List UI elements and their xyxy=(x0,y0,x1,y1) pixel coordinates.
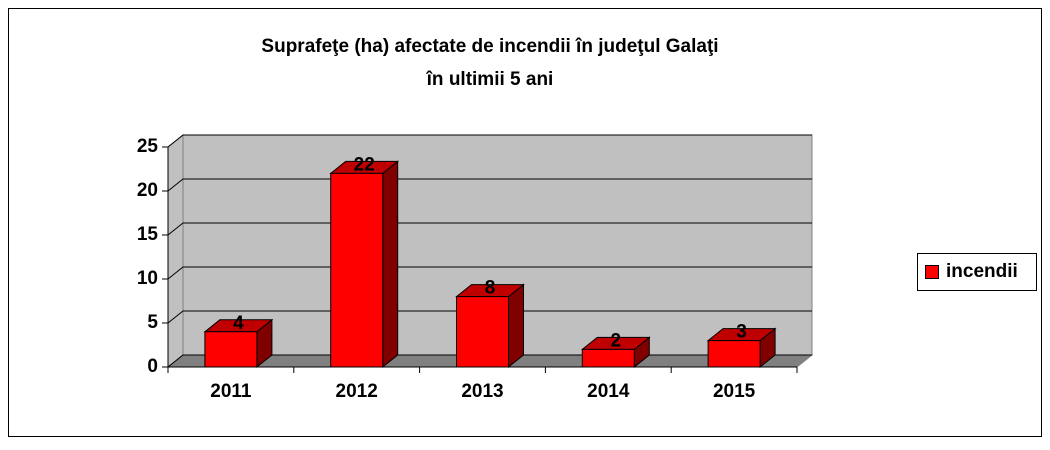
bar xyxy=(706,327,777,369)
bar-front xyxy=(330,172,384,368)
y-tick-label: 0 xyxy=(147,356,158,377)
x-tick-label: 2011 xyxy=(210,381,252,402)
bar-front xyxy=(204,331,258,368)
data-label: 4 xyxy=(233,313,244,334)
bar xyxy=(455,283,525,369)
bar-front xyxy=(456,296,509,368)
bar-side xyxy=(382,160,399,369)
bar xyxy=(329,160,400,369)
x-tick-label: 2012 xyxy=(336,381,378,402)
chart-title: în ultimii 5 ani xyxy=(426,69,554,90)
x-tick-label: 2014 xyxy=(587,381,630,402)
bar-side xyxy=(508,283,524,369)
y-tick-label: 10 xyxy=(137,268,158,289)
y-tick-label: 5 xyxy=(147,312,158,333)
data-label: 2 xyxy=(611,330,622,351)
grid-line xyxy=(167,266,812,280)
grid-line xyxy=(167,134,812,148)
chart-title: Suprafeţe (ha) afectate de incendii în j… xyxy=(261,36,718,57)
side-wall xyxy=(167,133,184,369)
bar xyxy=(203,318,274,369)
data-label: 22 xyxy=(354,154,375,175)
x-tick-label: 2015 xyxy=(713,381,756,402)
data-label: 3 xyxy=(736,322,747,343)
legend-swatch xyxy=(925,265,939,279)
grid-line xyxy=(167,178,812,192)
y-tick-label: 15 xyxy=(137,224,159,245)
bar-front xyxy=(707,340,761,368)
y-tick-label: 25 xyxy=(137,136,159,157)
x-tick-label: 2013 xyxy=(461,381,503,402)
grid-line xyxy=(167,222,812,236)
bar-front xyxy=(581,348,635,368)
data-label: 8 xyxy=(485,278,496,299)
y-tick-label: 20 xyxy=(137,180,158,201)
bar xyxy=(580,336,651,369)
legend-label: incendii xyxy=(946,261,1018,282)
grid-line xyxy=(167,310,812,324)
